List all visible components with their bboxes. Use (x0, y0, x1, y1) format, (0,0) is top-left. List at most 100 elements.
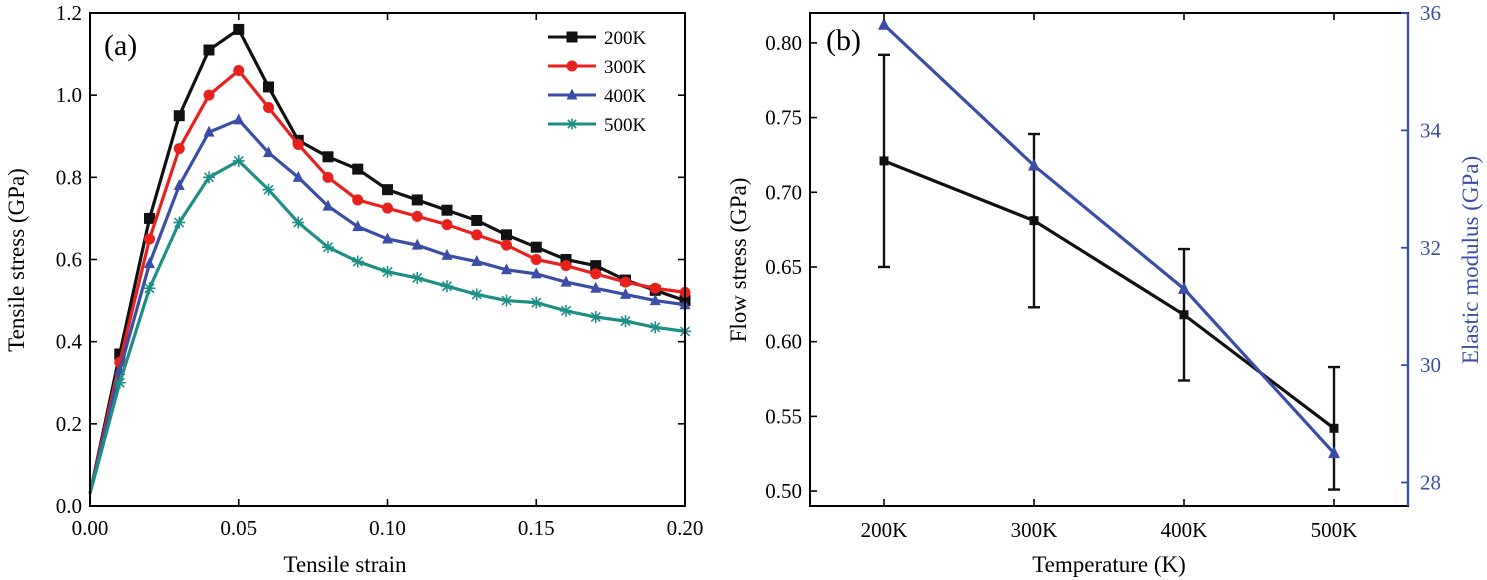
data-point-300K (382, 202, 393, 214)
data-point-500K-stroke (233, 155, 244, 166)
data-point-500K-stroke (560, 305, 572, 316)
data-point-500K (292, 216, 305, 229)
data-point-200K (471, 214, 483, 226)
series-flow-stress (878, 53, 1340, 491)
data-point-500K (262, 183, 275, 196)
data-point-300K (560, 260, 572, 272)
data-point-300K (203, 89, 215, 101)
panel-a-x-tick-label: 0.10 (369, 516, 406, 540)
data-point-400K (441, 248, 453, 260)
legend-swatch-marker (566, 88, 578, 100)
panel-a-y-tick-label: 1.0 (56, 83, 82, 107)
data-point-500K-stroke (144, 283, 155, 294)
data-point-200K (501, 229, 512, 241)
panel-a-tensile-curves: 0.00 0.05 0.10 0.15 0.20 0.0 0.2 0.4 0.6 0.8 1.0 1… (4, 1, 703, 577)
panel-a-y-ticks: 0.0 0.2 0.4 0.6 0.8 1.0 1.2 (56, 1, 685, 518)
data-point-400K (203, 125, 215, 137)
data-point-500K (113, 376, 126, 389)
data-point-200K (530, 241, 542, 253)
data-point-200K (203, 44, 215, 56)
data-point-300K (471, 229, 483, 241)
panel-b-x-tick-label: 200K (861, 518, 908, 542)
legend-swatch-marker (566, 60, 578, 72)
data-point-500K-stroke (114, 377, 125, 388)
data-point-500K-stroke (620, 316, 631, 327)
data-point-300K (590, 268, 602, 280)
legend-entry-500K: 500K (548, 115, 647, 136)
legend-swatch-marker (566, 118, 578, 130)
data-point-400K (590, 281, 602, 293)
data-point-500K (560, 304, 572, 317)
data-point-500K (500, 294, 513, 307)
data-point-500K (173, 216, 186, 229)
data-point-400K (263, 146, 274, 158)
data-point-flow-stress (1329, 423, 1339, 433)
panel-b-frame (809, 12, 1409, 507)
legend-label: 400K (604, 86, 647, 107)
data-point-500K (322, 241, 334, 254)
data-point-400K (144, 257, 155, 269)
data-point-400K (411, 238, 423, 250)
data-point-flow-stress (1179, 310, 1189, 320)
legend-label: 300K (604, 57, 647, 78)
data-point-300K (144, 233, 155, 245)
data-point-500K-stroke (382, 266, 393, 277)
legend-entry-300K: 300K (548, 57, 647, 78)
panel-b-right-y-ticks: 28 30 32 34 36 (1401, 1, 1442, 506)
data-point-400K (292, 170, 304, 182)
panel-b-x-tick-label: 400K (1161, 518, 1208, 542)
legend-entry-200K: 200K (548, 28, 647, 49)
data-point-200K (144, 212, 155, 224)
panel-a-x-axis-label: Tensile strain (284, 552, 407, 577)
data-point-elastic-modulus (1028, 158, 1040, 171)
data-point-500K (441, 280, 453, 293)
panel-b-left-y-ticks: 0.50 0.55 0.60 0.65 0.70 0.75 0.80 (765, 31, 817, 503)
data-point-500K (589, 311, 602, 324)
panel-a-label: (a) (104, 29, 137, 62)
data-point-300K (530, 254, 542, 265)
data-point-200K (352, 163, 364, 175)
data-point-500K (619, 315, 632, 328)
data-point-elastic-modulus (878, 17, 890, 30)
series-line-flow-stress (883, 159, 1335, 430)
data-point-200K (233, 23, 245, 35)
panel-a-y-axis-label: Tensile stress (GPa) (4, 168, 29, 352)
data-point-400K (382, 232, 393, 244)
data-point-300K (322, 171, 334, 183)
panel-a-x-tick-label: 0.05 (220, 516, 257, 540)
data-point-flow-stress (1029, 216, 1039, 226)
panel-a-x-tick-label: 0.00 (72, 516, 109, 540)
series-200K (88, 23, 691, 495)
series-line-elastic-modulus (882, 23, 1336, 455)
data-point-300K (411, 210, 423, 222)
data-point-500K-stroke (501, 295, 512, 306)
panel-a-y-tick-label: 0.2 (56, 412, 82, 436)
panel-b-y-tick-label: 0.75 (765, 106, 802, 130)
panel-a-series-group (88, 23, 691, 495)
data-point-300K (649, 282, 661, 294)
data-point-200K (441, 204, 453, 216)
data-point-500K-stroke (441, 281, 453, 292)
panel-b-label: (b) (826, 24, 861, 57)
data-point-500K-stroke (531, 297, 542, 308)
data-point-300K (233, 65, 245, 77)
data-point-200K (173, 110, 185, 122)
data-point-300K (620, 276, 631, 288)
series-elastic-modulus (878, 17, 1340, 459)
panel-a-x-ticks: 0.00 0.05 0.10 0.15 0.20 (72, 13, 703, 540)
data-point-500K (351, 255, 364, 268)
data-point-500K-stroke (263, 184, 274, 195)
data-point-500K-stroke (590, 311, 601, 323)
data-point-500K (411, 271, 424, 284)
data-point-200K (560, 254, 572, 265)
data-point-500K-stroke (471, 289, 482, 300)
data-point-400K (560, 275, 572, 287)
data-point-200K (114, 348, 126, 360)
data-point-500K-stroke (174, 217, 185, 228)
panel-a-legend: 200K 300K 400K 500K (548, 28, 647, 136)
panel-b-x-tick-label: 500K (1311, 518, 1358, 542)
panel-b-left-y-axis-label: Flow stress (GPa) (726, 178, 751, 343)
panel-a-y-tick-label: 0.6 (56, 248, 82, 272)
series-300K (88, 65, 691, 495)
